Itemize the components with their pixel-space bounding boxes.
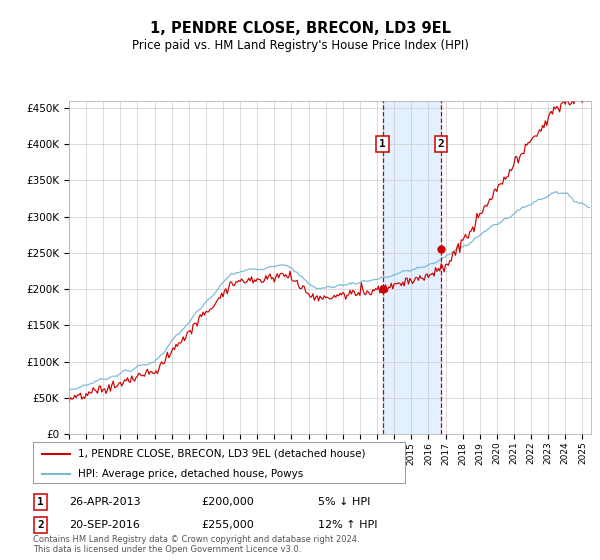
Text: 20-SEP-2016: 20-SEP-2016 [69, 520, 140, 530]
Text: 5% ↓ HPI: 5% ↓ HPI [318, 497, 370, 507]
Text: £200,000: £200,000 [201, 497, 254, 507]
Text: HPI: Average price, detached house, Powys: HPI: Average price, detached house, Powy… [77, 469, 303, 479]
Text: £255,000: £255,000 [201, 520, 254, 530]
Text: 2: 2 [438, 139, 445, 150]
Text: 1: 1 [379, 139, 386, 150]
Text: 1: 1 [37, 497, 44, 507]
Text: 2: 2 [37, 520, 44, 530]
Text: 1, PENDRE CLOSE, BRECON, LD3 9EL (detached house): 1, PENDRE CLOSE, BRECON, LD3 9EL (detach… [77, 449, 365, 459]
Text: 12% ↑ HPI: 12% ↑ HPI [318, 520, 377, 530]
Text: Contains HM Land Registry data © Crown copyright and database right 2024.
This d: Contains HM Land Registry data © Crown c… [33, 535, 359, 554]
Bar [383, 101, 441, 434]
Text: Price paid vs. HM Land Registry's House Price Index (HPI): Price paid vs. HM Land Registry's House … [131, 39, 469, 52]
Text: 26-APR-2013: 26-APR-2013 [69, 497, 140, 507]
Text: 1, PENDRE CLOSE, BRECON, LD3 9EL: 1, PENDRE CLOSE, BRECON, LD3 9EL [149, 21, 451, 36]
